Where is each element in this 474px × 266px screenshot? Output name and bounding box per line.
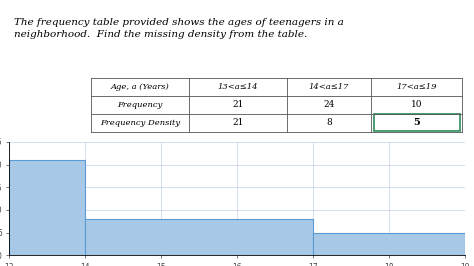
Bar (9, 160, 85, 255)
Text: 24: 24 (323, 100, 335, 109)
Text: 21: 21 (232, 100, 244, 109)
Text: 13<a≤14: 13<a≤14 (218, 83, 258, 91)
Text: 21: 21 (232, 118, 244, 127)
Bar (85, 219, 313, 255)
Text: Frequency: Frequency (118, 101, 163, 109)
Text: 10: 10 (411, 100, 422, 109)
Text: Frequency Density: Frequency Density (100, 119, 181, 127)
Text: 14<a≤17: 14<a≤17 (309, 83, 349, 91)
Text: 5: 5 (413, 118, 420, 127)
Text: Age, a (Years): Age, a (Years) (111, 83, 170, 91)
Text: 8: 8 (326, 118, 332, 127)
Text: 17<a≤19: 17<a≤19 (396, 83, 437, 91)
Text: The frequency table provided shows the ages of teenagers in a
neighborhood.  Fin: The frequency table provided shows the a… (14, 18, 344, 39)
Bar (313, 233, 465, 255)
